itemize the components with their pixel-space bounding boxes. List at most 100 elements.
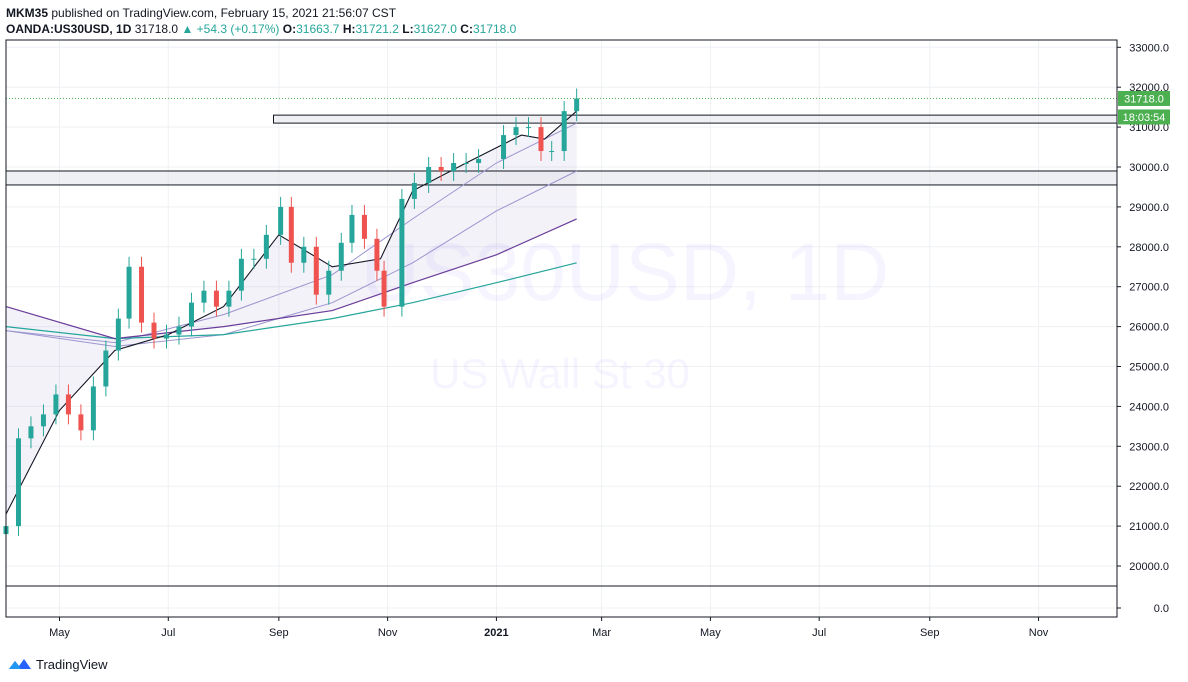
close-label: C: xyxy=(460,22,473,36)
candle-body[interactable] xyxy=(463,163,469,165)
published-text: published on TradingView.com, February 1… xyxy=(51,6,397,20)
candle-body[interactable] xyxy=(103,350,109,387)
candle-body[interactable] xyxy=(226,290,232,307)
candle-body[interactable] xyxy=(163,334,169,339)
watermark: US30USD, 1D US Wall St 30 xyxy=(361,227,890,397)
plot-border xyxy=(5,39,1118,618)
candle-body[interactable] xyxy=(15,438,21,527)
candle-body[interactable] xyxy=(338,242,344,271)
candle-body[interactable] xyxy=(326,270,332,295)
last-price-label: 31718.0 xyxy=(1124,93,1164,105)
chart-header: MKM35 published on TradingView.com, Febr… xyxy=(6,5,516,37)
low-label: L: xyxy=(402,22,414,36)
candle-body[interactable] xyxy=(476,159,482,164)
time-tick-label: May xyxy=(700,627,721,639)
publish-line: MKM35 published on TradingView.com, Febr… xyxy=(6,5,516,21)
chart-grid xyxy=(6,40,1117,617)
candle-body[interactable] xyxy=(188,302,194,327)
price-tick-label: 31000.0 xyxy=(1129,122,1169,134)
candle-body[interactable] xyxy=(349,214,355,243)
candle-body[interactable] xyxy=(263,234,269,259)
candle-body[interactable] xyxy=(238,258,244,291)
last-value: 31718.0 xyxy=(134,22,179,36)
candle-body[interactable] xyxy=(251,258,257,260)
price-tick-label: 28000.0 xyxy=(1129,242,1169,254)
price-axis[interactable]: 33000.032000.031000.030000.029000.028000… xyxy=(1117,42,1169,615)
time-tick-label: 2021 xyxy=(484,627,508,639)
candle-body[interactable] xyxy=(65,394,71,415)
price-tick-label: 25000.0 xyxy=(1129,362,1169,374)
price-tick-label: 20000.0 xyxy=(1129,561,1169,573)
candle-body[interactable] xyxy=(201,290,207,303)
candle-body[interactable] xyxy=(374,238,380,271)
price-zone[interactable] xyxy=(5,170,1118,186)
price-tick-label: 0.0 xyxy=(1154,603,1169,615)
price-zone[interactable] xyxy=(272,114,1118,124)
candle-body[interactable] xyxy=(53,394,59,415)
candle-body[interactable] xyxy=(538,127,544,152)
time-tick-label: Jul xyxy=(812,627,826,639)
countdown-label: 18:03:54 xyxy=(1123,112,1166,124)
time-tick-label: Jul xyxy=(161,627,175,639)
candle-body[interactable] xyxy=(426,167,432,183)
ema-main-line xyxy=(5,110,578,515)
candle-body[interactable] xyxy=(381,270,387,307)
candle-body[interactable] xyxy=(451,163,457,171)
candle-body[interactable] xyxy=(313,246,319,295)
price-tick-label: 33000.0 xyxy=(1129,42,1169,54)
time-axis[interactable]: May Jul Sep Nov 2021 Mar May Jul Sep Nov xyxy=(49,617,1049,639)
ohlc-line: OANDA:US30USD, 1D 31718.0 ▲ +54.3 (+0.17… xyxy=(6,21,516,37)
time-tick-label: Sep xyxy=(269,627,289,639)
candle-body[interactable] xyxy=(501,135,507,160)
low-value: 31627.0 xyxy=(413,22,457,36)
time-tick-label: Sep xyxy=(920,627,940,639)
watermark-symbol: US30USD, 1D xyxy=(361,227,890,318)
candle-body[interactable] xyxy=(278,206,284,235)
candle-body[interactable] xyxy=(549,151,555,153)
tradingview-logo-icon xyxy=(9,659,31,669)
candle-body[interactable] xyxy=(411,182,417,199)
time-tick-label: Nov xyxy=(378,627,398,639)
candle-body[interactable] xyxy=(526,127,532,129)
ema-band-upper-line xyxy=(5,122,577,344)
close-value: 31718.0 xyxy=(472,22,517,36)
candle-body[interactable] xyxy=(176,326,182,335)
moving-averages xyxy=(5,110,578,515)
candle-body[interactable] xyxy=(40,414,46,427)
symbol-label[interactable]: OANDA:US30USD, 1D xyxy=(6,22,132,36)
candle-body[interactable] xyxy=(28,426,34,439)
high-value: 31721.2 xyxy=(355,22,399,36)
price-tick-label: 23000.0 xyxy=(1129,441,1169,453)
candle-body[interactable] xyxy=(399,198,405,307)
footer-brand[interactable]: TradingView xyxy=(8,655,108,673)
price-tick-label: 27000.0 xyxy=(1129,282,1169,294)
sma-slow-line xyxy=(5,218,577,340)
watermark-description: US Wall St 30 xyxy=(430,350,690,397)
publisher-name[interactable]: MKM35 xyxy=(6,6,49,20)
up-arrow-icon: ▲ xyxy=(181,22,194,36)
candle-body[interactable] xyxy=(361,214,367,239)
candle-body[interactable] xyxy=(115,318,121,351)
candle-body[interactable] xyxy=(301,246,307,263)
price-tick-label: 29000.0 xyxy=(1129,202,1169,214)
candle-body[interactable] xyxy=(438,167,444,171)
candle-body[interactable] xyxy=(574,98,580,112)
time-tick-label: Mar xyxy=(592,627,611,639)
candle-body[interactable] xyxy=(288,206,294,263)
candle-body[interactable] xyxy=(90,386,96,431)
change-value: +54.3 (+0.17%) xyxy=(196,22,280,36)
candle-body[interactable] xyxy=(213,290,219,307)
candle-body[interactable] xyxy=(151,322,157,339)
candlestick-series[interactable] xyxy=(3,88,580,545)
ema-ribbon-fill xyxy=(6,111,577,515)
open-value: 31663.7 xyxy=(296,22,340,36)
candle-body[interactable] xyxy=(139,266,145,323)
last-price-tag: 31718.0 18:03:54 xyxy=(1118,90,1170,125)
footer-brand-label: TradingView xyxy=(36,656,108,672)
candle-body[interactable] xyxy=(561,111,567,152)
candle-body[interactable] xyxy=(513,127,519,136)
candle-body[interactable] xyxy=(78,414,84,431)
price-tick-label: 30000.0 xyxy=(1129,162,1169,174)
candle-body[interactable] xyxy=(126,266,132,319)
